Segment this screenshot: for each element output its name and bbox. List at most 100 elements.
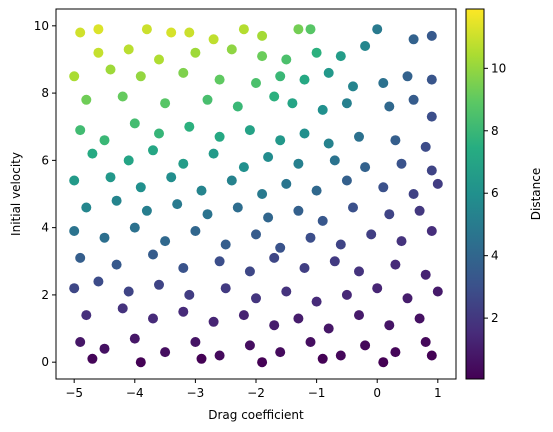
scatter-point xyxy=(69,175,80,186)
scatter-point xyxy=(214,131,225,142)
colorbar-ticks: 2 4 6 8 10 xyxy=(484,61,506,325)
scatter-point xyxy=(196,185,207,196)
y-tick-label: 8 xyxy=(41,86,49,100)
scatter-point xyxy=(129,333,140,344)
scatter-point xyxy=(75,27,86,38)
scatter-point xyxy=(93,276,104,287)
x-tick-label: −2 xyxy=(247,386,265,400)
scatter-point xyxy=(154,128,164,139)
scatter-point xyxy=(135,71,146,82)
scatter-point xyxy=(141,205,152,216)
scatter-point xyxy=(269,91,280,102)
scatter-point xyxy=(123,286,134,297)
scatter-point xyxy=(323,67,334,78)
scatter-point xyxy=(87,353,98,364)
scatter-point xyxy=(190,47,201,58)
colorbar-label: Distance xyxy=(529,168,543,220)
scatter-point xyxy=(160,98,171,109)
scatter-point xyxy=(396,158,407,169)
scatter-point xyxy=(154,54,164,65)
scatter-point xyxy=(299,74,310,85)
scatter-point xyxy=(69,226,80,236)
scatter-point xyxy=(354,266,364,277)
scatter-point xyxy=(426,165,437,176)
scatter-point xyxy=(251,78,261,88)
scatter-point xyxy=(75,125,86,136)
scatter-point xyxy=(202,94,213,105)
scatter-point xyxy=(244,266,255,277)
scatter-point xyxy=(117,303,128,314)
scatter-point xyxy=(275,135,286,146)
scatter-point xyxy=(129,222,140,233)
scatter-point xyxy=(323,323,334,334)
scatter-point xyxy=(426,30,437,41)
scatter-point xyxy=(348,202,358,213)
scatter-point xyxy=(263,212,274,223)
scatter-point xyxy=(226,44,237,55)
scatter-point xyxy=(372,24,383,35)
y-axis-label: Initial velocity xyxy=(9,152,23,236)
scatter-point xyxy=(384,101,395,112)
scatter-point xyxy=(123,155,134,166)
scatter-point xyxy=(426,74,437,85)
scatter-point xyxy=(238,24,249,35)
scatter-point xyxy=(141,24,152,35)
scatter-point xyxy=(226,175,237,186)
scatter-point xyxy=(432,178,443,189)
scatter-point xyxy=(269,252,280,263)
scatter-point xyxy=(378,357,389,368)
scatter-point xyxy=(317,353,328,364)
scatter-point xyxy=(317,104,328,115)
scatter-point xyxy=(396,236,407,247)
x-tick-label: 0 xyxy=(373,386,381,400)
colorbar-tick-label: 6 xyxy=(491,186,499,200)
scatter-point xyxy=(426,350,437,361)
scatter-point xyxy=(190,226,201,236)
scatter-point xyxy=(178,306,189,317)
scatter-point xyxy=(190,337,201,347)
scatter-point xyxy=(238,310,249,321)
scatter-point xyxy=(305,24,316,35)
scatter-point xyxy=(281,178,292,189)
scatter-point xyxy=(81,310,92,321)
x-tick-label: −3 xyxy=(187,386,205,400)
scatter-point xyxy=(238,162,249,173)
scatter-point xyxy=(154,279,164,290)
scatter-point xyxy=(178,263,189,273)
colorbar-tick-label: 10 xyxy=(491,61,506,75)
scatter-point xyxy=(372,283,383,294)
scatter-point xyxy=(311,296,322,307)
scatter-point xyxy=(117,91,128,102)
scatter-point xyxy=(184,289,195,300)
scatter-point xyxy=(166,27,177,38)
scatter-point xyxy=(420,269,431,280)
scatter-point xyxy=(335,51,346,62)
scatter-point xyxy=(341,289,352,300)
scatter-point xyxy=(311,185,322,196)
scatter-point xyxy=(208,316,219,327)
scatter-point xyxy=(414,205,425,216)
scatter-point xyxy=(178,158,189,169)
scatter-point xyxy=(208,148,219,159)
scatter-point xyxy=(69,71,80,82)
scatter-point xyxy=(354,310,364,321)
x-tick-label: −1 xyxy=(308,386,326,400)
scatter-point xyxy=(178,67,189,78)
scatter-point xyxy=(75,337,86,347)
scatter-point xyxy=(99,232,110,243)
scatter-point xyxy=(299,263,310,273)
scatter-point xyxy=(148,145,158,156)
x-tick-label: −4 xyxy=(126,386,144,400)
y-tick-label: 10 xyxy=(34,19,49,33)
scatter-point xyxy=(208,34,219,45)
scatter-point xyxy=(311,47,322,58)
y-tick-label: 2 xyxy=(41,288,49,302)
scatter-point xyxy=(87,148,98,159)
scatter-point xyxy=(105,172,116,183)
scatter-point xyxy=(129,118,140,129)
scatter-point xyxy=(251,293,261,304)
scatter-point xyxy=(323,138,334,149)
scatter-point xyxy=(384,320,395,331)
scatter-point xyxy=(287,98,298,109)
